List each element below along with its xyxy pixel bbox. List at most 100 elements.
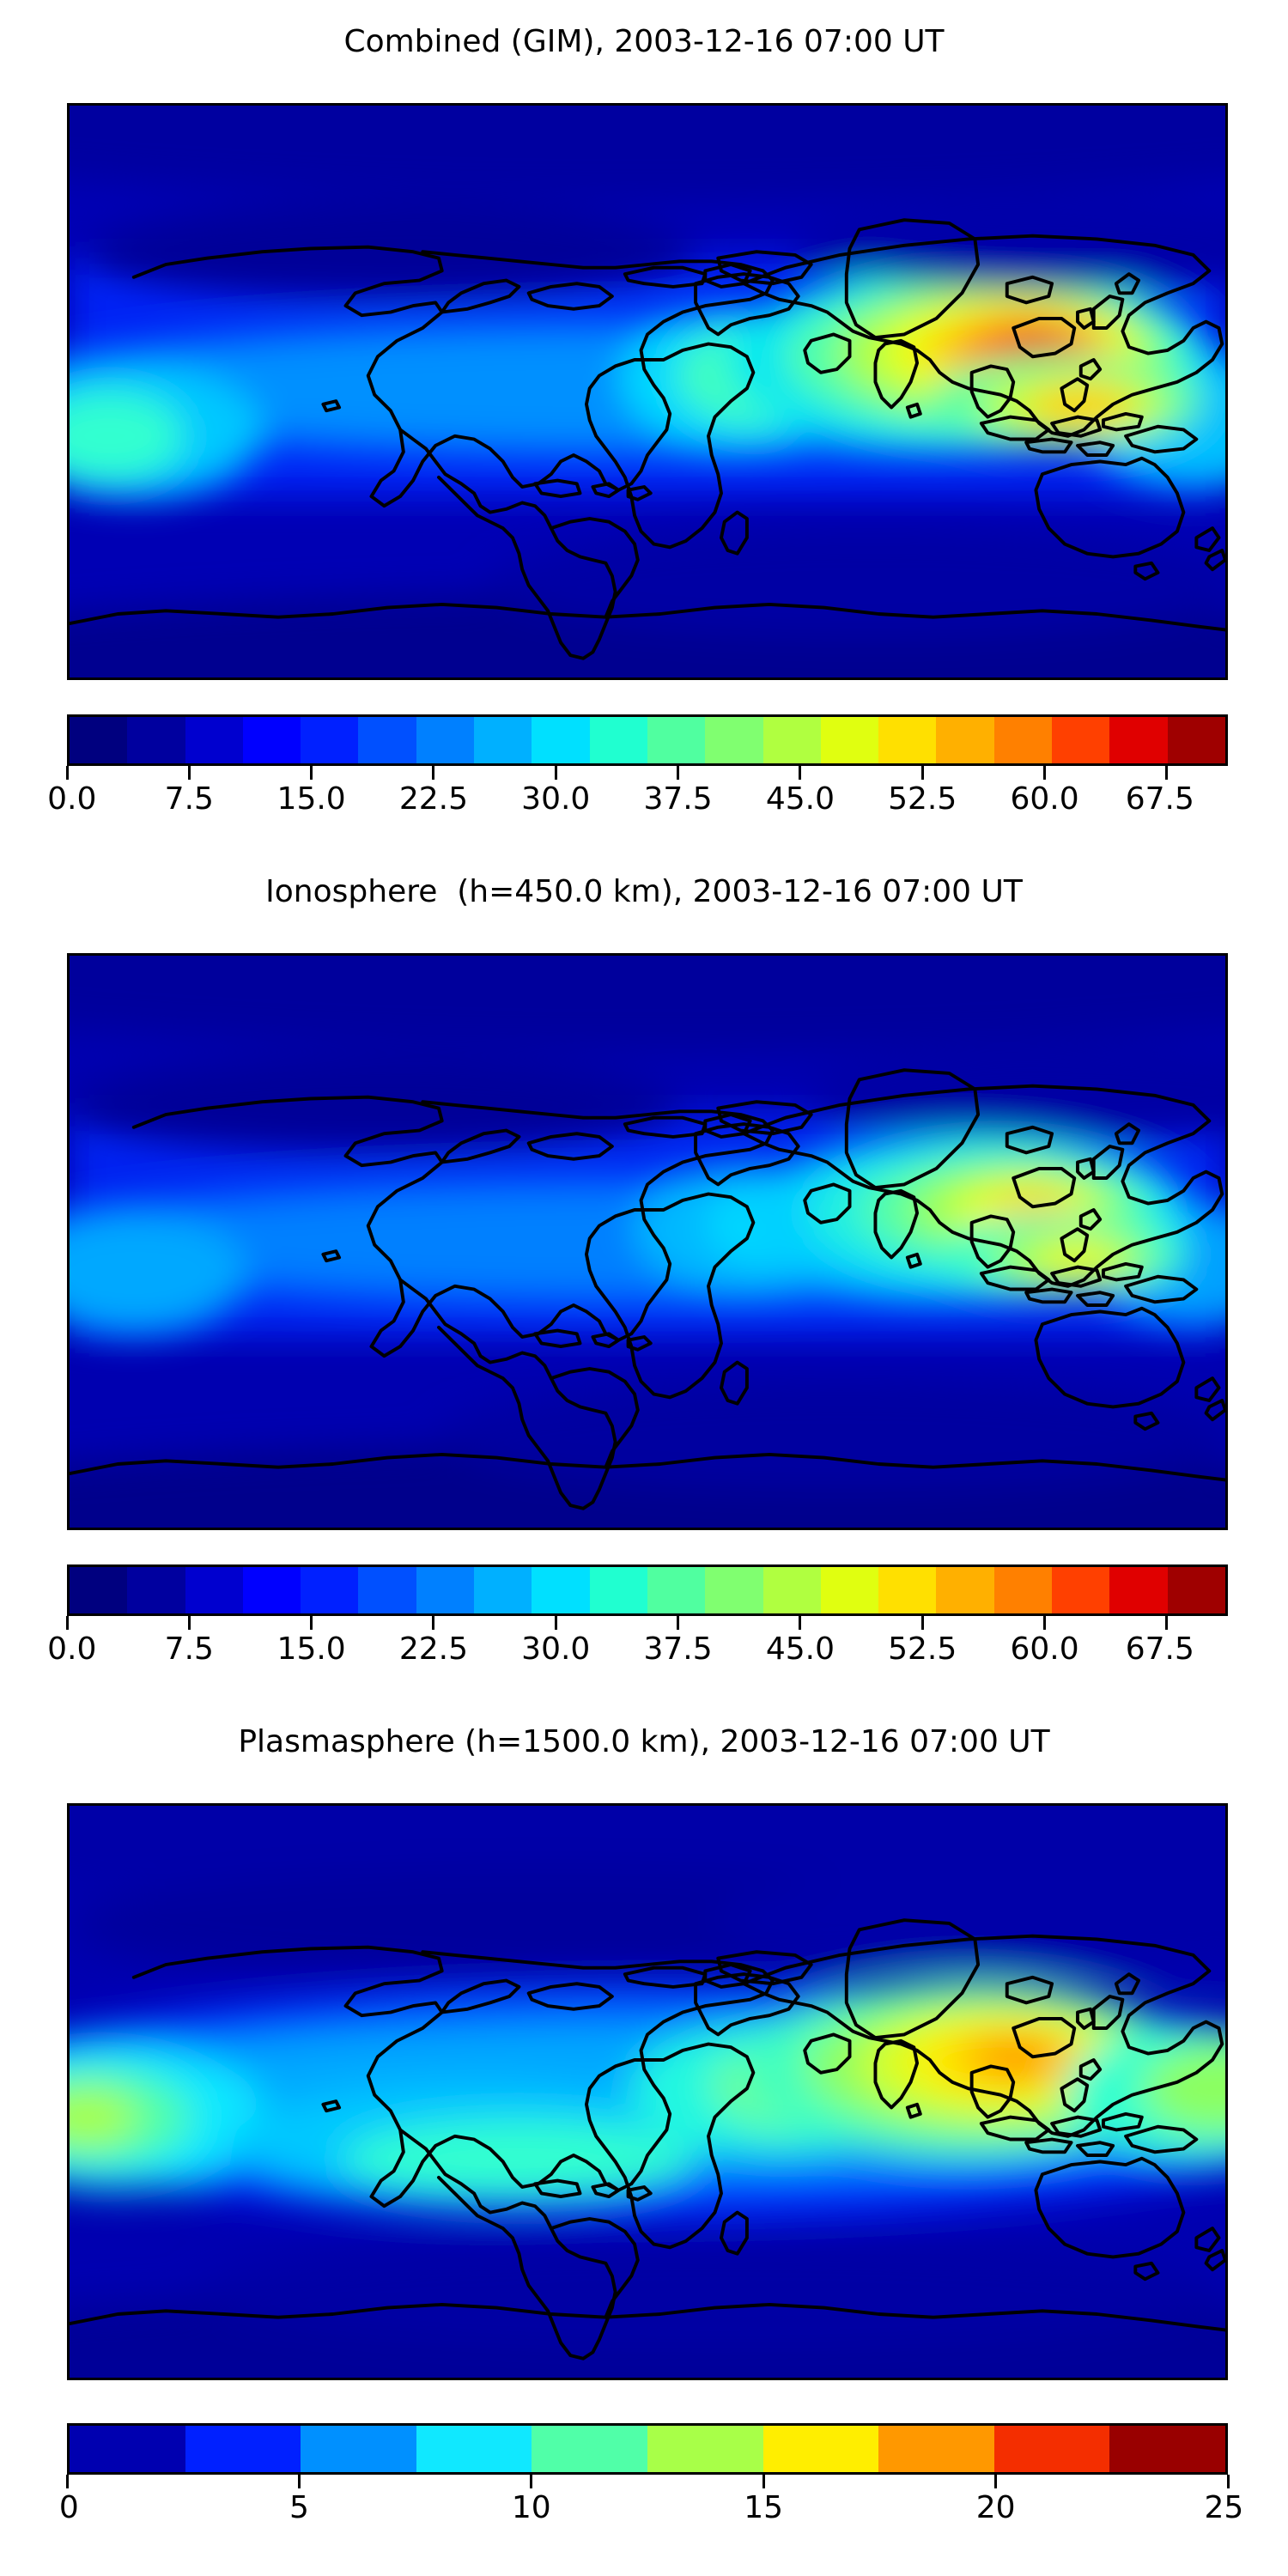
colorbar-tick — [1043, 1616, 1047, 1630]
colorbar-tick-label: 0.0 — [47, 1631, 97, 1667]
map-frame-combined-gim — [67, 103, 1228, 680]
colorbar-segment — [878, 717, 937, 763]
colorbar-segment — [936, 717, 994, 763]
colorbar-segment — [762, 1567, 821, 1613]
colorbar-tick — [310, 766, 313, 780]
colorbar-tick-label: 15 — [744, 2490, 784, 2525]
coastlines-combined-gim — [70, 218, 1225, 660]
colorbar-segment — [820, 1567, 879, 1613]
colorbar-labels-ionosphere: 0.0 7.5 15.0 22.5 30.0 37.5 45.0 52.5 60.0 67.5 — [47, 1631, 1228, 1671]
colorbar-segment — [416, 1567, 475, 1613]
colorbar-tick — [920, 766, 924, 780]
colorbar-labels-plasmasphere: 0 5 10 15 20 25 — [59, 2490, 1243, 2530]
colorbar-tick-label: 45.0 — [765, 1631, 835, 1667]
colorbar-segment — [301, 1567, 359, 1613]
colorbar-tick-label: 15.0 — [276, 781, 346, 817]
colorbar-ticks-plasmasphere — [65, 2475, 1230, 2488]
colorbar-tick-label: 5 — [289, 2490, 309, 2525]
colorbar-tick — [677, 766, 680, 780]
coastlines-ionosphere — [70, 1068, 1225, 1510]
panel-title-ionosphere: Ionosphere (h=450.0 km), 2003-12-16 07:0… — [265, 874, 1023, 909]
colorbar-segment — [416, 717, 475, 763]
colorbar-tick-label: 30.0 — [521, 781, 591, 817]
colorbar-segment — [301, 717, 359, 763]
map-canvas-combined-gim — [70, 106, 1225, 677]
colorbar-tick — [530, 2475, 533, 2488]
colorbar-segment — [936, 1567, 994, 1613]
colorbar-tick — [1043, 766, 1047, 780]
colorbar-tick-label: 25 — [1204, 2490, 1244, 2525]
colorbar-tick-label: 52.5 — [888, 781, 957, 817]
colorbar-tick — [994, 2475, 998, 2488]
colorbar-segment — [1167, 1567, 1225, 1613]
colorbar-tick-label: 0 — [58, 2490, 79, 2525]
colorbar-tick-label: 7.5 — [164, 1631, 214, 1667]
colorbar-segment — [647, 1567, 706, 1613]
colorbar-segment — [70, 2426, 185, 2472]
colorbar-tick — [677, 1616, 680, 1630]
panel-combined-gim: Combined (GIM), 2003-12-16 07:00 UT — [0, 0, 1288, 850]
colorbar-segment — [1109, 2426, 1225, 2472]
colorbar-tick-label: 60.0 — [1010, 781, 1079, 817]
colorbar-segment — [532, 2426, 647, 2472]
map-canvas-plasmasphere — [70, 1806, 1225, 2378]
colorbar-segment — [762, 2426, 879, 2472]
colorbar-segment — [127, 1567, 185, 1613]
colorbar-tick-label: 37.5 — [643, 1631, 713, 1667]
colorbar-tick-label: 45.0 — [765, 781, 835, 817]
colorbar-tick-label: 67.5 — [1125, 781, 1194, 817]
colorbar-segment — [993, 1567, 1053, 1613]
colorbar-segment — [1167, 717, 1225, 763]
colorbar-segment — [242, 717, 301, 763]
colorbar-tick — [1165, 766, 1169, 780]
map-canvas-ionosphere — [70, 956, 1225, 1528]
colorbar-tick-label: 22.5 — [398, 1631, 469, 1667]
colorbar-tick-label: 30.0 — [521, 1631, 591, 1667]
colorbar-gradient-ionosphere — [67, 1564, 1228, 1616]
colorbar-segment — [589, 1567, 647, 1613]
colorbar-segment — [647, 2426, 763, 2472]
colorbar-tick-label: 67.5 — [1125, 1631, 1194, 1667]
colorbar-segment — [70, 717, 128, 763]
colorbar-tick — [187, 766, 191, 780]
colorbar-segment — [762, 717, 821, 763]
colorbar-segment — [532, 1567, 590, 1613]
colorbar-combined-gim: 0.0 7.5 15.0 22.5 30.0 37.5 45.0 52.5 60.0 67.5 — [47, 714, 1228, 826]
colorbar-segment — [70, 1567, 128, 1613]
colorbar-segment — [301, 2426, 416, 2472]
colorbar-segment — [185, 1567, 243, 1613]
colorbar-segment — [820, 717, 879, 763]
map-frame-ionosphere — [67, 953, 1228, 1530]
colorbar-segment — [878, 1567, 937, 1613]
colorbar-segment — [474, 1567, 532, 1613]
colorbar-tick — [920, 1616, 924, 1630]
colorbar-segment — [1052, 717, 1110, 763]
panel-plasmasphere: Plasmasphere (h=1500.0 km), 2003-12-16 0… — [0, 1700, 1288, 2576]
colorbar-segment — [878, 2426, 994, 2472]
panel-title-plasmasphere: Plasmasphere (h=1500.0 km), 2003-12-16 0… — [238, 1724, 1050, 1759]
colorbar-tick — [187, 1616, 191, 1630]
panel-ionosphere: Ionosphere (h=450.0 km), 2003-12-16 07:0… — [0, 850, 1288, 1700]
colorbar-ticks-combined-gim — [65, 766, 1228, 780]
panel-title-combined-gim: Combined (GIM), 2003-12-16 07:00 UT — [343, 24, 945, 59]
colorbar-segment — [532, 717, 590, 763]
colorbar-tick-label: 7.5 — [164, 781, 214, 817]
colorbar-gradient-plasmasphere — [67, 2423, 1228, 2475]
colorbar-tick — [1226, 2475, 1230, 2488]
colorbar-tick — [65, 766, 69, 780]
colorbar-tick — [799, 1616, 802, 1630]
colorbar-segment — [127, 717, 185, 763]
colorbar-plasmasphere: 0 5 10 15 20 25 — [59, 2423, 1243, 2535]
colorbar-segment — [416, 2426, 532, 2472]
colorbar-tick — [432, 1616, 435, 1630]
colorbar-tick — [762, 2475, 765, 2488]
colorbar-tick — [65, 2475, 69, 2488]
coastlines-plasmasphere — [70, 1918, 1225, 2360]
colorbar-segment — [474, 717, 532, 763]
colorbar-tick — [799, 766, 802, 780]
colorbar-segment — [1109, 1567, 1168, 1613]
colorbar-tick — [65, 1616, 69, 1630]
colorbar-segment — [705, 1567, 763, 1613]
colorbar-ionosphere: 0.0 7.5 15.0 22.5 30.0 37.5 45.0 52.5 60.0 67.5 — [47, 1564, 1228, 1676]
